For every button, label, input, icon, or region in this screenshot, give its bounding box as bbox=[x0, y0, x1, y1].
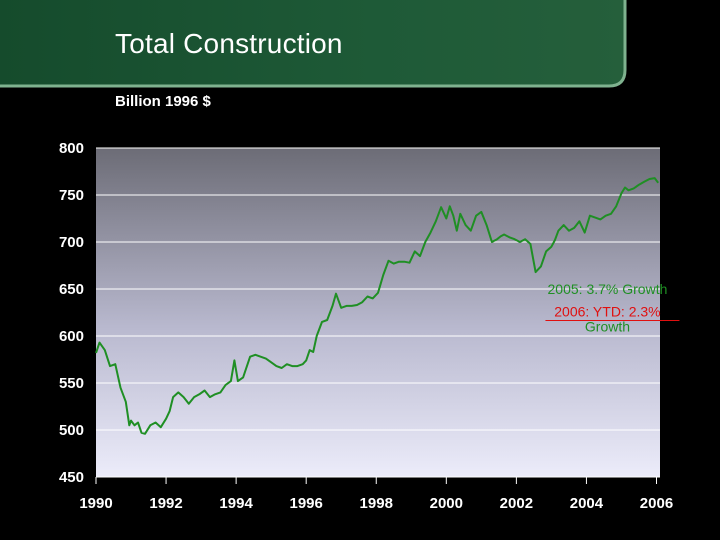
x-tick-label: 1992 bbox=[149, 495, 182, 512]
annotation-text-2: Growth bbox=[585, 319, 630, 335]
x-tick-label: 1990 bbox=[79, 495, 112, 512]
annotation-text-0: 2005: 3.7% Growth bbox=[548, 281, 668, 297]
plot-area bbox=[96, 148, 660, 477]
grid-lines bbox=[96, 147, 660, 431]
y-tick-label: 700 bbox=[59, 234, 84, 251]
x-tick-labels: 1990 1992 1994 1996 1998 2000 2002 2004 2006 bbox=[79, 476, 673, 512]
y-tick-label: 500 bbox=[59, 422, 84, 439]
y-tick-label: 450 bbox=[59, 469, 84, 486]
x-tick-label: 2000 bbox=[430, 495, 463, 512]
y-tick-label: 750 bbox=[59, 187, 84, 204]
x-tick-label: 1996 bbox=[289, 495, 322, 512]
series-line-0 bbox=[95, 177, 660, 435]
x-tick-label: 1998 bbox=[360, 495, 393, 512]
unit-label: Billion 1996 $ bbox=[115, 93, 211, 110]
y-tick-label: 600 bbox=[59, 328, 84, 345]
x-tick-label: 2004 bbox=[570, 495, 604, 512]
annotations: 2005: 3.7% Growth 2006: YTD: 2.3%Growth bbox=[545, 281, 680, 335]
y-tick-label: 650 bbox=[59, 281, 84, 298]
x-tick-label: 1994 bbox=[219, 495, 253, 512]
y-tick-label: 550 bbox=[59, 375, 84, 392]
x-tick-label: 2002 bbox=[500, 495, 533, 512]
header-banner bbox=[0, 0, 627, 88]
slide-title: Total Construction bbox=[115, 28, 343, 59]
y-tick-labels: 450 500 550 600 650 700 750 800 bbox=[59, 140, 84, 486]
series-group bbox=[95, 177, 660, 435]
annotation-text-1: 2006: YTD: 2.3% bbox=[554, 304, 660, 320]
x-tick-label: 2006 bbox=[640, 495, 673, 512]
slide-header: Total Construction bbox=[0, 0, 720, 90]
y-tick-label: 800 bbox=[59, 140, 84, 157]
